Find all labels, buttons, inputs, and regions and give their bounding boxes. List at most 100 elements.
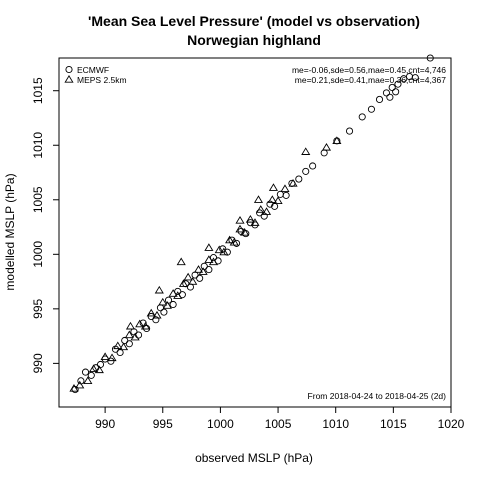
x-tick-label: 1005	[265, 417, 292, 431]
data-points	[69, 54, 434, 394]
meps-point	[204, 255, 214, 263]
ecmwf-point	[260, 212, 268, 220]
meps-point	[288, 178, 298, 187]
meps-point	[146, 308, 156, 317]
ecmwf-point	[152, 316, 160, 324]
meps-point	[118, 342, 129, 351]
meps-point	[214, 245, 224, 254]
ecmwf-point	[295, 175, 303, 183]
ecmwf-point	[209, 254, 218, 262]
meps-point	[178, 279, 189, 287]
y-tick-label: 1005	[31, 186, 45, 213]
x-tick-label: 990	[95, 417, 115, 431]
meps-point	[245, 214, 255, 223]
meps-point	[193, 265, 204, 273]
meps-point	[89, 364, 99, 372]
meps-point	[256, 205, 266, 213]
chart-title: 'Mean Sea Level Pressure' (model vs obse…	[88, 13, 420, 29]
meps-point	[301, 147, 311, 155]
legend-label: ECMWF	[77, 65, 109, 75]
meps-point	[158, 297, 168, 306]
x-axis: 990 995 1000 1005 1010 1015 1020	[95, 406, 465, 431]
ecmwf-point	[256, 209, 264, 217]
ecmwf-point	[302, 167, 310, 175]
y-axis: 990 995 1000 1005 1010 1015	[31, 77, 60, 373]
ecmwf-point	[205, 266, 213, 274]
meps-point	[83, 376, 93, 384]
ecmwf-point	[345, 127, 354, 135]
ecmwf-point	[121, 336, 129, 345]
meps-point	[235, 224, 245, 233]
meps-point	[332, 136, 342, 145]
meps-point	[183, 272, 193, 281]
meps-point	[162, 301, 172, 309]
meps-point	[229, 237, 239, 246]
meps-point	[253, 195, 264, 203]
y-tick-label: 1015	[31, 77, 45, 104]
meps-point	[267, 195, 277, 203]
meps-point	[280, 184, 290, 193]
meps-point	[135, 319, 145, 328]
ecmwf-point	[386, 93, 394, 101]
meps-point	[261, 207, 272, 215]
ecmwf-point	[107, 357, 115, 365]
meps-point	[130, 332, 140, 341]
y-axis-label: modelled MSLP (hPa)	[3, 173, 17, 290]
meps-point	[168, 289, 178, 297]
ecmwf-point	[394, 80, 402, 88]
ecmwf-point	[169, 300, 177, 309]
x-tick-label: 1010	[322, 417, 349, 431]
meps-point	[321, 142, 332, 151]
stats-block: me=-0.06,sde=0.56,mae=0.45,cnt=4,746me=0…	[292, 65, 446, 85]
legend-triangle-icon	[64, 75, 74, 83]
meps-point	[225, 235, 235, 244]
legend-label: MEPS 2.5km	[77, 75, 127, 85]
x-tick-label: 1015	[380, 417, 407, 431]
x-axis-label: observed MSLP (hPa)	[195, 451, 313, 465]
ecmwf-point	[81, 368, 90, 376]
meps-point	[235, 216, 245, 224]
meps-point	[273, 196, 283, 205]
meps-point	[268, 183, 279, 191]
stats-line: me=0.21,sde=0.41,mae=0.36,cnt=4,367	[295, 75, 447, 85]
meps-point	[198, 267, 208, 275]
date-range-annotation: From 2018-04-24 to 2018-04-25 (2d)	[308, 391, 447, 401]
ecmwf-point	[266, 200, 274, 208]
ecmwf-point	[196, 274, 204, 282]
y-tick-label: 1000	[31, 241, 45, 268]
meps-point	[124, 330, 134, 339]
ecmwf-point	[87, 371, 95, 379]
x-tick-label: 1000	[207, 417, 234, 431]
meps-point	[100, 352, 110, 360]
ecmwf-point	[367, 105, 375, 113]
y-tick-label: 990	[31, 353, 45, 373]
meps-point	[140, 321, 151, 330]
ecmwf-point	[233, 239, 241, 247]
ecmwf-point	[382, 89, 390, 97]
meps-point	[75, 380, 85, 389]
meps-point	[188, 277, 198, 285]
x-tick-label: 1020	[438, 417, 465, 431]
ecmwf-point	[309, 162, 317, 170]
meps-point	[125, 321, 136, 330]
ecmwf-point	[282, 191, 290, 199]
meps-point	[176, 257, 186, 266]
meps-point	[107, 353, 117, 362]
chart-subtitle: Norwegian highland	[187, 32, 321, 48]
ecmwf-point	[375, 95, 384, 103]
meps-point	[204, 243, 214, 251]
ecmwf-point	[160, 308, 168, 316]
ecmwf-point	[388, 83, 396, 91]
ecmwf-point	[358, 113, 366, 121]
legend-circle-icon	[65, 65, 73, 74]
stats-line: me=-0.06,sde=0.56,mae=0.45,cnt=4,746	[292, 65, 446, 75]
meps-point	[154, 285, 164, 294]
ecmwf-point	[246, 219, 254, 227]
ecmwf-point	[426, 54, 434, 62]
ecmwf-point	[411, 74, 419, 82]
meps-point	[250, 218, 260, 226]
ecmwf-point	[392, 88, 400, 96]
meps-point	[208, 257, 219, 266]
